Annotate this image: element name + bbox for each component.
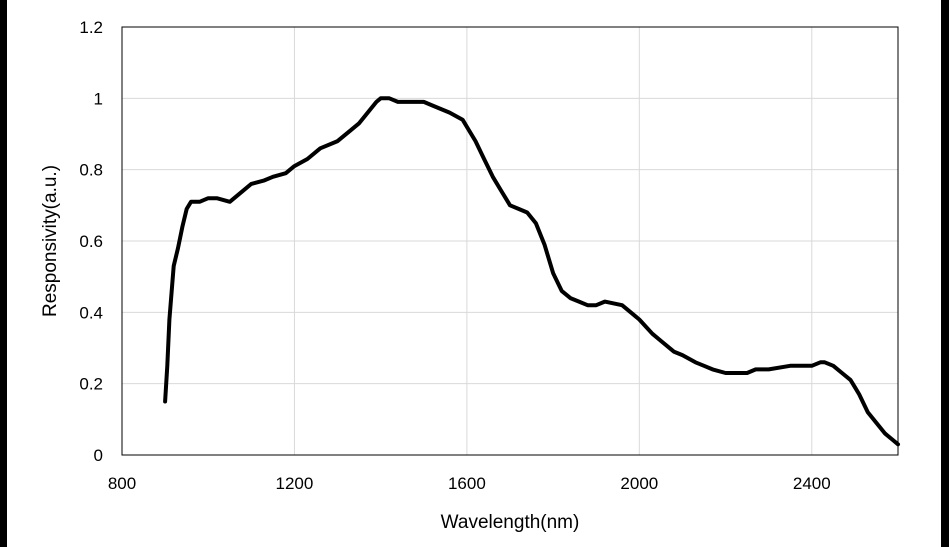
- y-tick-label: 1: [94, 89, 103, 108]
- y-axis-ticks: 0 0.2 0.4 0.6 0.8 1 1.2: [79, 18, 103, 465]
- y-tick-label: 0.8: [79, 161, 103, 180]
- x-axis-ticks: 800 1200 1600 2000 2400: [108, 474, 831, 493]
- plot-area-border: [121, 26, 899, 456]
- y-tick-label: 0.6: [79, 232, 103, 251]
- responsivity-chart: 800 1200 1600 2000 2400 0 0.2 0.4 0.6 0.8 1 1.2 Wa…: [40, 18, 900, 533]
- y-tick-label: 1.2: [79, 18, 103, 37]
- y-tick-label: 0.4: [79, 303, 103, 322]
- series-line: [163, 96, 900, 447]
- x-tick-label: 2000: [620, 474, 658, 493]
- x-tick-label: 1200: [276, 474, 314, 493]
- x-axis-title: Wavelength(nm): [441, 512, 580, 533]
- x-tick-label: 1600: [448, 474, 486, 493]
- chart-frame: 800 1200 1600 2000 2400 0 0.2 0.4 0.6 0.8 1 1.2 Wa…: [7, 0, 941, 547]
- x-tick-label: 800: [108, 474, 136, 493]
- y-axis-title: Responsivity(a.u.): [40, 165, 61, 317]
- x-tick-label: 2400: [793, 474, 831, 493]
- y-tick-label: 0: [94, 446, 103, 465]
- y-tick-label: 0.2: [79, 375, 103, 394]
- gridlines: [121, 26, 898, 456]
